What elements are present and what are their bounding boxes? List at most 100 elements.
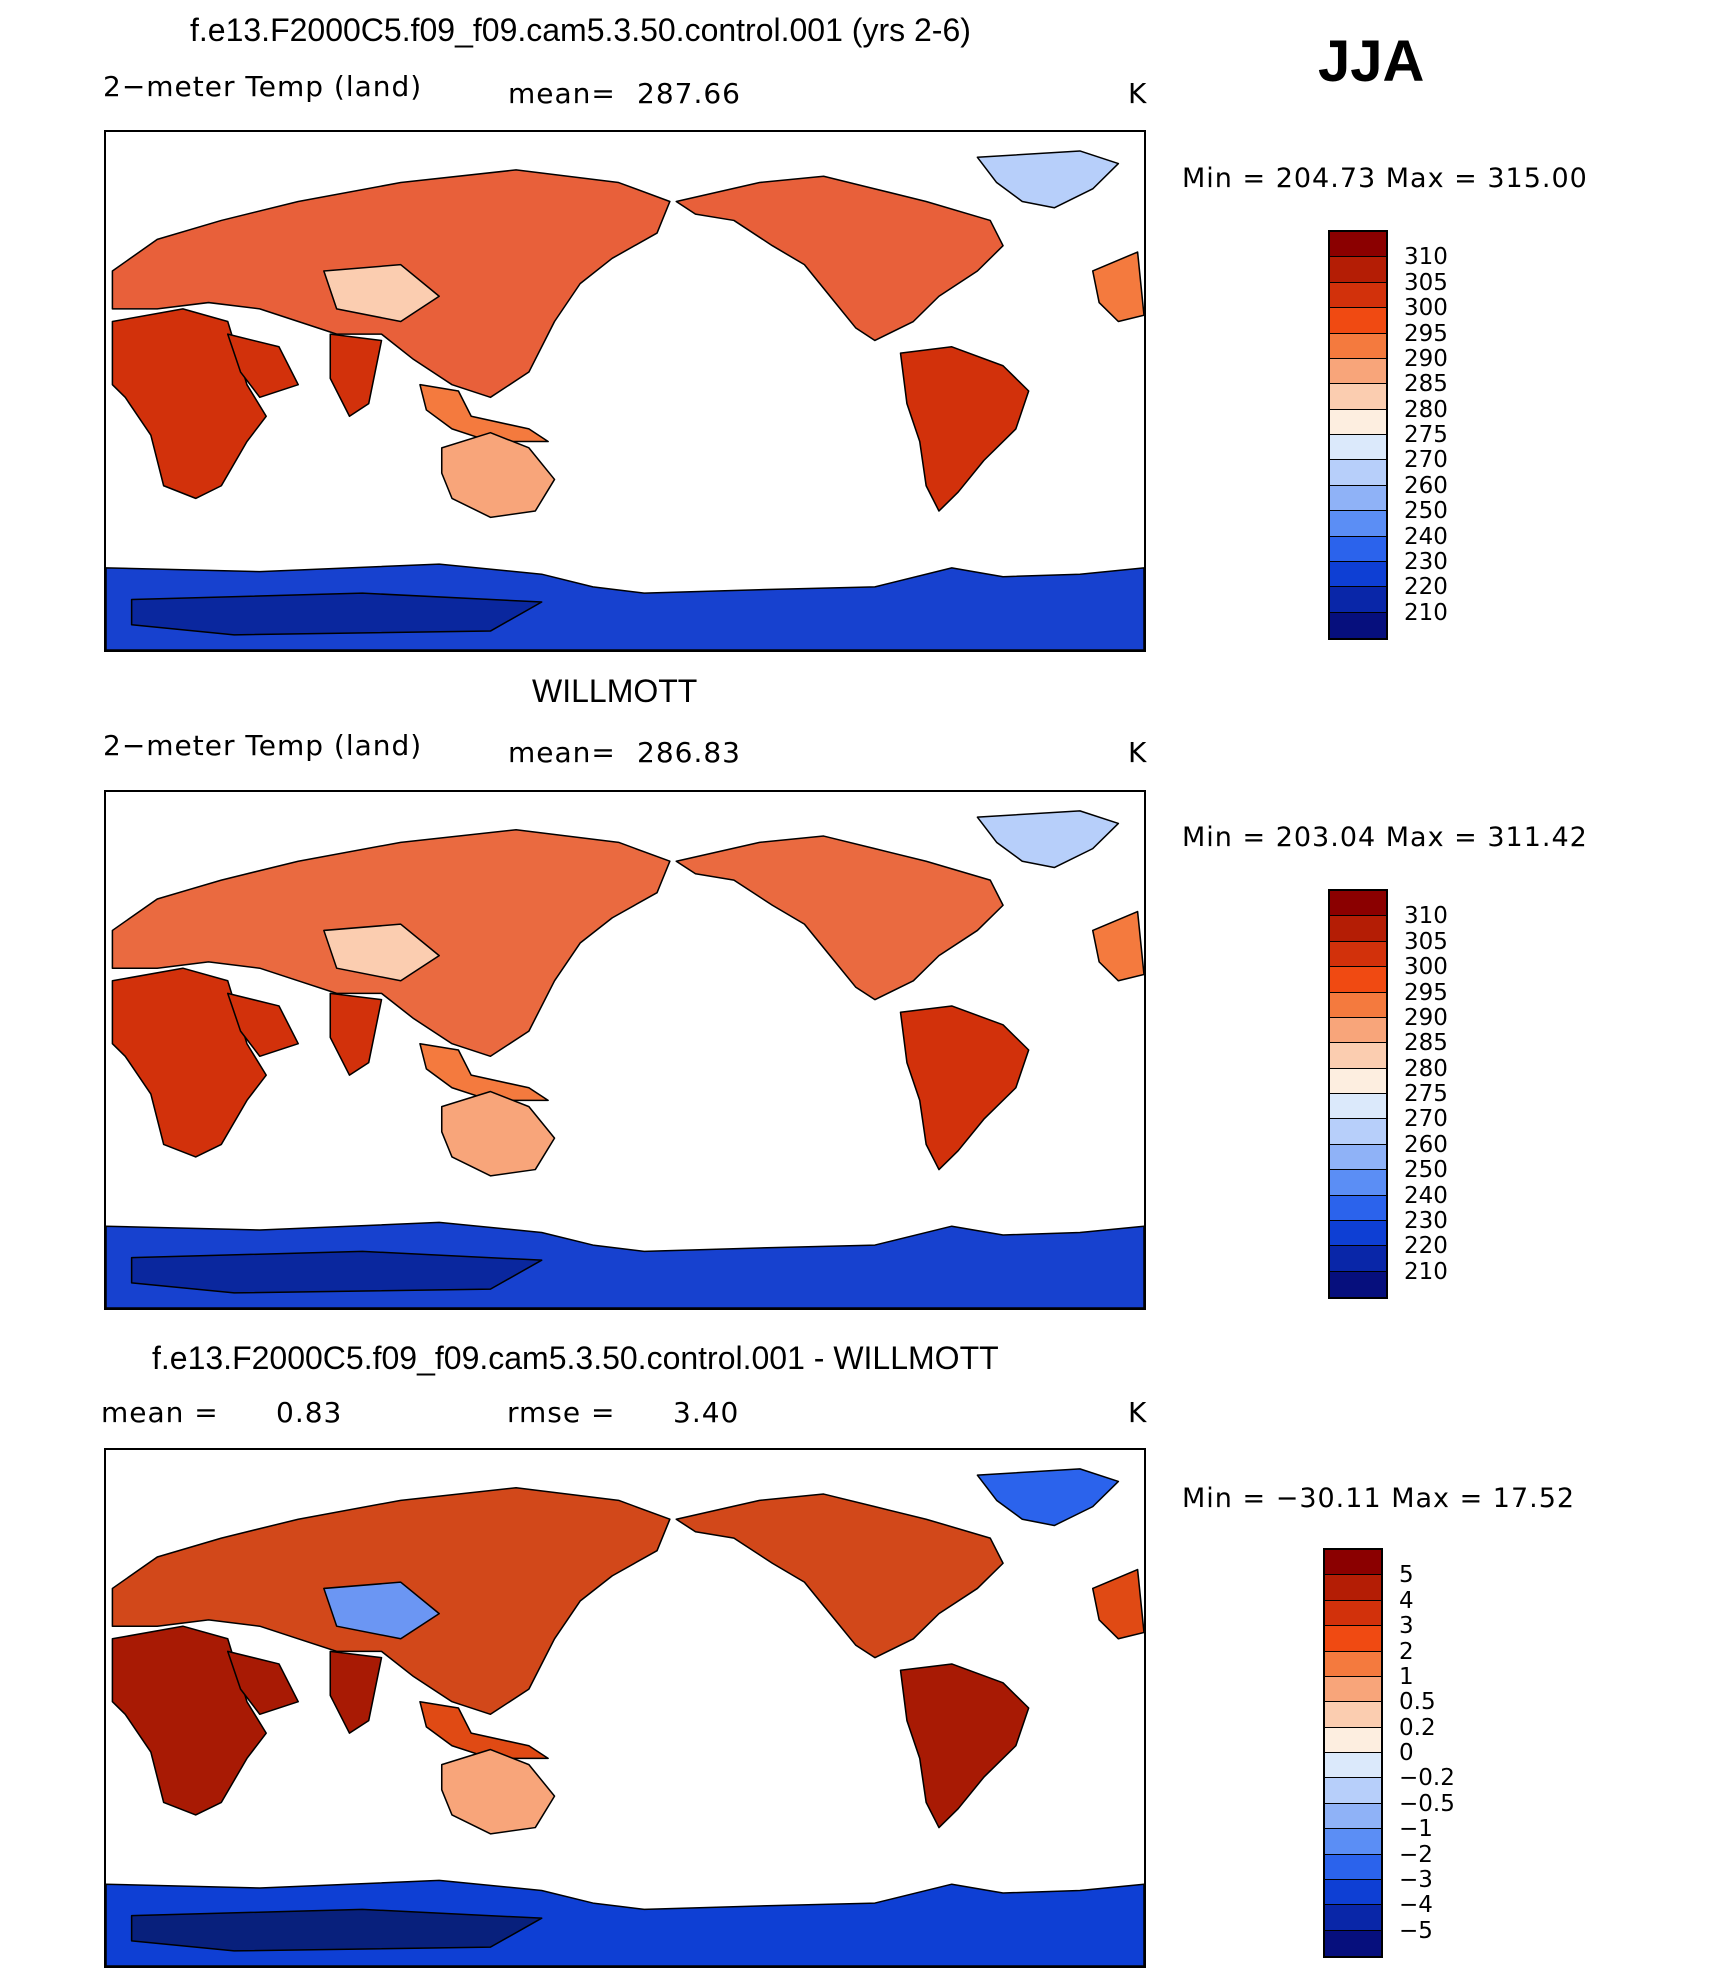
mean-value-obs: 286.83 [637, 736, 741, 769]
diff-mean-value: 0.83 [276, 1396, 343, 1429]
colorbar-tick-label: 240 [1404, 523, 1448, 550]
colorbar-tick-label: 230 [1404, 1207, 1448, 1234]
antarctica-interior [130, 592, 543, 636]
colorbar-tick-label: 295 [1404, 320, 1448, 347]
colorbar-swatch [1330, 435, 1386, 461]
colorbar-tick-label: 270 [1404, 1106, 1448, 1133]
colorbar-tick-label: −5 [1399, 1917, 1433, 1944]
world-map [106, 150, 1144, 650]
colorbar-swatch [1330, 967, 1386, 993]
colorbar-swatch [1330, 1271, 1386, 1297]
colorbar-swatch [1330, 1043, 1386, 1069]
india-region [329, 1650, 383, 1734]
colorbar-swatch [1330, 1094, 1386, 1120]
map-model [104, 130, 1146, 652]
map-obs [104, 790, 1146, 1310]
colorbar-swatch [1325, 1626, 1381, 1652]
australia-landmass [440, 431, 556, 519]
australia-landmass [440, 1090, 556, 1177]
colorbar-swatch [1325, 1550, 1381, 1576]
colorbar-swatch [1330, 409, 1386, 435]
colorbar-swatch [1325, 1879, 1381, 1906]
colorbar-tick-label: 280 [1404, 1055, 1448, 1082]
colorbar-swatch [1330, 1017, 1386, 1044]
colorbar-swatch [1325, 1803, 1381, 1830]
colorbar-swatch [1330, 460, 1386, 486]
colorbar-swatch [1325, 1829, 1381, 1855]
south-america-landmass [899, 1663, 1030, 1829]
colorbar-tick-label: 0.5 [1399, 1689, 1436, 1716]
africa-landmass [111, 967, 267, 1158]
tibet-plateau-region [323, 923, 440, 982]
maritime-continent [419, 1700, 549, 1760]
colorbar-swatch [1330, 232, 1386, 258]
season-label: JJA [1318, 29, 1425, 94]
colorbar-tick-label: 285 [1404, 371, 1448, 398]
minmax-model: Min = 204.73 Max = 315.00 [1182, 163, 1588, 194]
units-label-diff: K [1128, 1396, 1148, 1429]
colorbar-swatch [1330, 485, 1386, 512]
colorbar-swatch [1330, 384, 1386, 410]
colorbar-swatch [1330, 1246, 1386, 1272]
colorbar-tick-label: −3 [1399, 1866, 1433, 1893]
colorbar-tick-label: 220 [1404, 574, 1448, 601]
diff-mean-label: mean = [101, 1396, 219, 1429]
colorbar-tick-label: −4 [1399, 1892, 1433, 1919]
map-diff [104, 1448, 1146, 1968]
minmax-obs: Min = 203.04 Max = 311.42 [1182, 822, 1588, 853]
colorbar-tick-label: 275 [1404, 422, 1448, 448]
greenland-landmass [976, 150, 1120, 209]
colorbar-swatch [1330, 1170, 1386, 1196]
colorbar-swatch [1330, 891, 1386, 917]
colorbar-tick-label: 290 [1404, 345, 1448, 372]
world-map [106, 1468, 1144, 1966]
colorbar-swatch [1325, 1575, 1381, 1601]
greenland-landmass [976, 1468, 1120, 1527]
colorbar-swatch [1325, 1651, 1381, 1677]
north-america-landmass [675, 835, 1004, 1001]
colorbar-tick-label: −0.5 [1399, 1790, 1455, 1817]
colorbar-tick-label: 305 [1404, 928, 1448, 955]
south-america-landmass [899, 1005, 1030, 1171]
colorbar-swatch [1330, 282, 1386, 309]
antarctica-interior [130, 1250, 543, 1294]
colorbar-swatch [1330, 1068, 1386, 1094]
colorbar-tick-label: 310 [1404, 903, 1448, 930]
colorbar-tick-label: 240 [1404, 1182, 1448, 1209]
colorbar-tick-label: 210 [1404, 599, 1448, 626]
colorbar-tick-label: −0.2 [1399, 1765, 1455, 1792]
colorbar-swatch [1330, 1119, 1386, 1145]
colorbar-tick-label: −2 [1399, 1841, 1433, 1868]
maritime-continent [419, 1042, 549, 1102]
south-america-landmass [899, 346, 1030, 512]
colorbar-obs [1328, 889, 1388, 1299]
colorbar-swatch [1330, 257, 1386, 283]
colorbar-swatch [1330, 333, 1386, 359]
maritime-continent [419, 383, 549, 443]
colorbar-swatch [1330, 1144, 1386, 1171]
colorbar-tick-label: 0 [1399, 1740, 1414, 1766]
colorbar-tick-label: 270 [1404, 447, 1448, 474]
antarctica-interior [130, 1908, 543, 1952]
arabia-region [226, 333, 299, 399]
mean-label-model: mean= [508, 77, 616, 110]
colorbar-tick-label: 295 [1404, 979, 1448, 1006]
colorbar-tick-label: 0.2 [1399, 1714, 1436, 1741]
colorbar-tick-label: 4 [1399, 1587, 1414, 1614]
colorbar-swatch [1325, 1676, 1381, 1703]
colorbar-tick-label: 260 [1404, 1131, 1448, 1158]
africa-landmass [111, 1625, 267, 1816]
colorbar-tick-label: 250 [1404, 1157, 1448, 1184]
panel-title-diff: f.e13.F2000C5.f09_f09.cam5.3.50.control.… [152, 1340, 999, 1376]
colorbar-tick-label: 3 [1399, 1613, 1414, 1640]
colorbar-tick-label: −1 [1399, 1816, 1433, 1843]
mean-value-model: 287.66 [637, 77, 741, 110]
europe-west-edge [1091, 1568, 1144, 1640]
colorbar-diff [1323, 1548, 1383, 1958]
tibet-plateau-region [323, 263, 440, 323]
colorbar-model [1328, 230, 1388, 640]
minmax-diff: Min = −30.11 Max = 17.52 [1182, 1483, 1576, 1514]
colorbar-swatch [1330, 1195, 1386, 1221]
colorbar-swatch [1330, 536, 1386, 562]
colorbar-swatch [1330, 992, 1386, 1018]
